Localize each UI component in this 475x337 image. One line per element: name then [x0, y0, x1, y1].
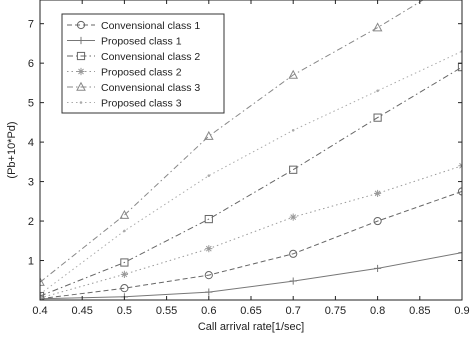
legend-label: Proposed class 1 — [101, 36, 182, 48]
data-point — [204, 214, 213, 224]
data-point — [372, 22, 383, 32]
data-point — [289, 165, 298, 174]
x-axis-label: Call arrival rate[1/sec] — [198, 321, 304, 333]
data-point — [40, 276, 45, 286]
series-6 — [40, 50, 462, 296]
data-point — [373, 113, 382, 122]
data-point — [40, 295, 44, 300]
legend-marker — [76, 81, 86, 91]
data-point — [203, 130, 214, 140]
x-tick-label: 0.8 — [370, 305, 385, 317]
data-point — [374, 264, 382, 273]
tick-layer: 0.4 0.45 0.5 0.55 0.6 0.65 0.7 0.75 0.8 0.85 0.9 1 2… — [28, 0, 470, 317]
y-tick-label: 7 — [28, 19, 34, 31]
data-point — [374, 189, 382, 198]
legend: Convensional class 1 Proposed class 1 Conv… — [61, 13, 225, 114]
series-5 — [40, 0, 424, 286]
legend-label: Proposed class 3 — [101, 98, 182, 110]
x-tick-label: 0.4 — [32, 305, 47, 317]
legend-entry: Proposed class 1 — [67, 36, 182, 48]
data-point — [120, 258, 129, 267]
x-tick-label: 0.6 — [201, 305, 216, 317]
legend-entry: Convensional class 2 — [67, 51, 200, 63]
series-line — [40, 252, 462, 300]
legend-label: Convensional class 2 — [101, 51, 200, 63]
data-point — [373, 216, 382, 226]
series-line — [40, 0, 424, 283]
legend-entry: Proposed class 2 — [67, 67, 182, 79]
y-tick-label: 4 — [28, 137, 34, 149]
data-point — [120, 284, 129, 293]
series-line — [40, 165, 462, 299]
y-axis-label: (Pb+10*Pd) — [6, 121, 18, 178]
data-point — [458, 249, 462, 257]
data-point — [289, 249, 298, 258]
legend-entry: Convensional class 1 — [67, 20, 200, 32]
data-point — [123, 229, 126, 233]
data-point — [119, 209, 130, 219]
x-tick-label: 0.7 — [286, 305, 301, 317]
data-point — [205, 288, 213, 296]
legend-marker — [77, 67, 85, 76]
x-tick-label: 0.45 — [71, 305, 92, 317]
data-point — [376, 89, 379, 93]
legend-marker — [76, 51, 86, 61]
y-tick-label: 3 — [28, 177, 34, 189]
x-tick-label: 0.65 — [240, 305, 261, 317]
x-tick-label: 0.55 — [156, 305, 177, 317]
y-tick-label: 5 — [28, 98, 34, 110]
series-line — [40, 190, 462, 300]
x-tick-label: 0.5 — [117, 305, 132, 317]
data-point — [289, 213, 297, 221]
data-point — [207, 174, 211, 177]
series-line — [40, 66, 462, 297]
legend-label: Convensional class 3 — [101, 82, 200, 94]
series-3 — [40, 63, 462, 300]
series-line — [40, 50, 462, 295]
y-tick-label: 2 — [28, 216, 34, 228]
series-4 — [40, 162, 462, 300]
data-point — [120, 270, 128, 278]
data-point — [288, 69, 299, 79]
data-point — [204, 271, 213, 280]
series-layer — [40, 0, 462, 300]
legend-marker — [77, 36, 85, 45]
legend-label: Convensional class 1 — [101, 20, 200, 32]
y-tick-label: 6 — [28, 58, 34, 70]
legend-marker — [76, 20, 86, 30]
legend-marker — [79, 101, 83, 104]
legend-label: Proposed class 2 — [101, 67, 182, 79]
data-point — [205, 245, 213, 253]
y-tick-label: 1 — [28, 256, 34, 268]
data-point — [291, 128, 295, 132]
x-tick-label: 0.75 — [325, 305, 346, 317]
legend-entry: Proposed class 3 — [67, 98, 182, 110]
data-point — [289, 277, 297, 285]
legend-entry: Convensional class 3 — [67, 81, 200, 94]
legend-box — [61, 13, 225, 114]
x-tick-label: 0.85 — [409, 305, 430, 317]
x-tick-label: 0.9 — [454, 305, 469, 317]
